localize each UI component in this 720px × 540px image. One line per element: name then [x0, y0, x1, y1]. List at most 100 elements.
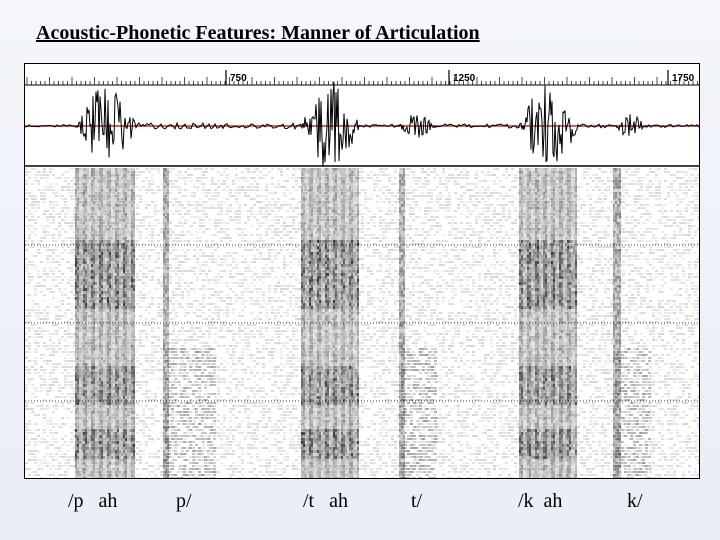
- spectro-cell: [190, 270, 193, 272]
- spectro-cell: [136, 213, 139, 215]
- spectro-cell: [112, 330, 115, 332]
- spectro-cell: [223, 324, 226, 326]
- spectro-cell: [142, 297, 145, 299]
- spectro-cell: [142, 225, 145, 227]
- spectro-cell: [88, 282, 91, 284]
- spectro-cell: [184, 456, 187, 458]
- spectro-cell: [181, 174, 184, 176]
- spectro-cell: [223, 201, 226, 203]
- spectro-cell: [250, 171, 253, 173]
- spectro-cell: [55, 366, 58, 368]
- spectro-cell: [220, 462, 223, 464]
- spectro-cell: [295, 360, 298, 362]
- spectro-cell: [241, 294, 244, 296]
- spectro-cell: [148, 225, 151, 227]
- spectro-cell: [193, 345, 196, 347]
- spectro-cell: [64, 363, 67, 365]
- spectro-cell: [241, 234, 244, 236]
- spectro-cell: [31, 255, 34, 257]
- spectro-cell: [295, 450, 298, 452]
- spectro-cell: [247, 339, 250, 341]
- spectro-cell: [274, 234, 277, 236]
- spectro-cell: [64, 231, 67, 233]
- spectro-cell: [259, 402, 262, 404]
- spectro-cell: [235, 216, 238, 218]
- spectro-cell: [148, 357, 151, 359]
- spectro-cell: [73, 249, 76, 251]
- spectro-cell: [73, 207, 76, 209]
- spectro-cell: [73, 342, 76, 344]
- spectro-cell: [175, 282, 178, 284]
- spectro-cell: [28, 336, 31, 338]
- spectro-cell: [217, 432, 220, 434]
- spectro-cell: [145, 189, 148, 191]
- spectro-cell: [289, 414, 292, 416]
- spectro-cell: [55, 255, 58, 257]
- spectro-cell: [34, 303, 37, 305]
- spectro-cell: [193, 249, 196, 251]
- spectro-cell: [229, 420, 232, 422]
- spectro-cell: [205, 261, 208, 263]
- spectro-cell: [232, 216, 235, 218]
- spectro-cell: [157, 327, 160, 329]
- spectro-cell: [238, 411, 241, 413]
- spectro-cell: [61, 294, 64, 296]
- spectro-cell: [31, 204, 34, 206]
- spectro-cell: [292, 387, 295, 389]
- spectro-cell: [40, 171, 43, 173]
- spectro-cell: [40, 291, 43, 293]
- spectro-cell: [34, 174, 37, 176]
- spectro-cell: [91, 234, 94, 236]
- spectro-cell: [292, 435, 295, 437]
- spectro-cell: [181, 177, 184, 179]
- spectro-cell: [148, 456, 151, 458]
- spectro-cell: [223, 369, 226, 371]
- spectro-cell: [73, 369, 76, 371]
- spectro-cell: [49, 423, 52, 425]
- spectro-cell: [187, 177, 190, 179]
- spectro-cell: [271, 444, 274, 446]
- spectro-cell: [217, 204, 220, 206]
- spectro-cell: [58, 195, 61, 197]
- spectro-cell: [97, 441, 100, 443]
- spectro-cell: [154, 249, 157, 251]
- spectro-cell: [160, 210, 163, 212]
- spectro-cell: [43, 246, 46, 248]
- spectro-cell: [136, 225, 139, 227]
- spectro-cell: [226, 198, 229, 200]
- spectro-cell: [169, 264, 172, 266]
- spectro-cell: [286, 195, 289, 197]
- spectro-cell: [205, 177, 208, 179]
- spectro-cell: [106, 345, 109, 347]
- spectro-cell: [199, 330, 202, 332]
- spectro-cell: [106, 378, 109, 380]
- spectro-cell: [241, 189, 244, 191]
- spectro-cell: [283, 222, 286, 224]
- spectro-cell: [136, 468, 139, 470]
- spectro-cell: [193, 240, 196, 242]
- spectro-cell: [247, 420, 250, 422]
- spectro-cell: [220, 201, 223, 203]
- spectro-cell: [253, 240, 256, 242]
- spectro-cell: [37, 372, 40, 374]
- spectro-cell: [274, 366, 277, 368]
- spectro-cell: [295, 357, 298, 359]
- spectro-cell: [250, 282, 253, 284]
- spectro-cell: [58, 450, 61, 452]
- spectro-cell: [37, 180, 40, 182]
- spectro-cell: [292, 237, 295, 239]
- spectro-cell: [28, 369, 31, 371]
- spectro-cell: [31, 393, 34, 395]
- spectro-cell: [145, 267, 148, 269]
- spectro-cell: [172, 180, 175, 182]
- spectro-cell: [298, 264, 301, 266]
- spectro-cell: [109, 333, 112, 335]
- spectro-cell: [85, 348, 88, 350]
- spectro-cell: [55, 477, 58, 478]
- spectro-cell: [52, 297, 55, 299]
- spectro-cell: [274, 465, 277, 467]
- spectro-cell: [31, 459, 34, 461]
- spectro-cell: [250, 402, 253, 404]
- spectro-cell: [196, 315, 199, 317]
- spectro-cell: [187, 363, 190, 365]
